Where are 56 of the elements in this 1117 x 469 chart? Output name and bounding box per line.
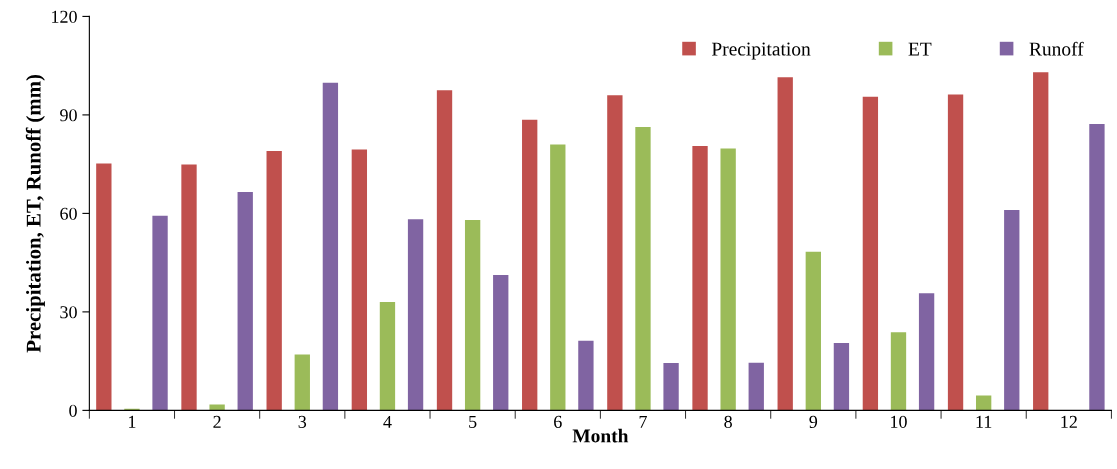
bar — [96, 163, 112, 411]
bar — [862, 96, 879, 411]
bar — [322, 82, 339, 411]
y-tick-label: 30 — [60, 306, 77, 319]
bar — [493, 275, 509, 411]
bar — [1089, 124, 1105, 411]
legend-label: Precipitation — [711, 42, 811, 60]
x-tick-label: 5 — [469, 415, 477, 428]
bar — [152, 215, 168, 411]
x-tick-label: 8 — [724, 415, 732, 428]
bar — [550, 144, 566, 411]
bar — [1033, 72, 1049, 411]
bar — [692, 146, 708, 411]
legend-label: Runoff — [1029, 41, 1084, 56]
bar — [351, 149, 368, 411]
x-axis-title: Month — [572, 428, 629, 443]
x-tick-label: 3 — [298, 415, 307, 428]
x-tick-label: 7 — [639, 415, 647, 428]
bar — [890, 332, 907, 411]
bar — [578, 340, 594, 411]
bar — [663, 363, 679, 411]
legend-label: ET — [908, 42, 932, 56]
bar — [266, 151, 282, 411]
y-tick-label: 120 — [52, 10, 77, 23]
bar — [748, 362, 764, 411]
bar — [720, 148, 736, 411]
y-axis-title: Precipitation, ET, Runoff (mm) — [25, 74, 45, 353]
bar — [237, 192, 253, 411]
bar — [777, 77, 793, 411]
bar — [1004, 210, 1020, 411]
bar — [635, 127, 651, 411]
bar — [209, 404, 225, 411]
y-tick-label: 90 — [60, 109, 77, 122]
y-tick-label: 60 — [60, 207, 77, 220]
bar — [294, 354, 310, 411]
y-tick-label: 0 — [69, 404, 77, 417]
x-tick-label: 9 — [809, 415, 818, 428]
bar — [436, 90, 453, 411]
x-tick-label: 2 — [213, 415, 221, 428]
bar — [833, 343, 850, 411]
bar — [947, 94, 964, 411]
x-tick-label: 1 — [129, 415, 136, 428]
bar — [407, 219, 424, 411]
bar — [918, 293, 935, 411]
bar — [522, 119, 538, 411]
x-tick-label: 12 — [1061, 415, 1077, 428]
bar — [607, 95, 623, 411]
bar — [975, 395, 992, 411]
x-tick-label: 6 — [554, 415, 562, 428]
bar — [379, 302, 396, 411]
bar — [805, 251, 821, 411]
bar — [181, 164, 197, 411]
x-tick-label: 4 — [383, 415, 392, 428]
bar — [464, 219, 481, 411]
x-tick-label: 11 — [976, 415, 992, 428]
x-tick-label: 10 — [891, 415, 907, 428]
